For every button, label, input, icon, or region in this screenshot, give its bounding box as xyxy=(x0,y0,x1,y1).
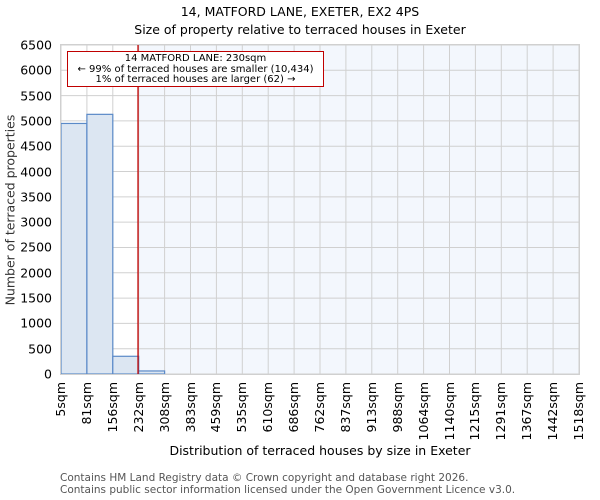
y-tick-label: 6500 xyxy=(20,37,52,53)
annotation-line-3: 1% of terraced houses are larger (62) → xyxy=(95,74,296,85)
y-tick-label: 1000 xyxy=(20,315,52,331)
x-tick-label: 1291sqm xyxy=(493,382,509,441)
x-tick-label: 1140sqm xyxy=(441,382,457,441)
x-tick-label: 1367sqm xyxy=(519,382,535,441)
y-tick-label: 2500 xyxy=(20,239,52,255)
y-tick-label: 5500 xyxy=(20,88,52,104)
x-tick-label: 1518sqm xyxy=(571,382,586,441)
x-tick-label: 837sqm xyxy=(337,382,353,433)
y-tick-label: 5000 xyxy=(20,113,52,129)
x-tick-label: 5sqm xyxy=(53,382,68,417)
footer-line-2: Contains public sector information licen… xyxy=(60,484,516,496)
chart-title: 14, MATFORD LANE, EXETER, EX2 4PS xyxy=(180,4,420,19)
property-annotation-box: 14 MATFORD LANE: 230sqm ← 99% of terrace… xyxy=(67,51,324,87)
x-tick-label: 1442sqm xyxy=(545,382,561,441)
histogram-bar xyxy=(112,355,140,374)
x-axis-label: Distribution of terraced houses by size … xyxy=(169,443,471,458)
x-tick-label: 686sqm xyxy=(286,382,302,433)
annotation-line-2: ← 99% of terraced houses are smaller (10… xyxy=(77,63,314,75)
y-tick-label: 3000 xyxy=(20,214,52,230)
histogram-bar xyxy=(86,113,114,374)
x-tick-label: 459sqm xyxy=(208,382,224,433)
x-tick-label: 156sqm xyxy=(104,382,120,433)
histogram-bar xyxy=(61,122,88,374)
x-tick-label: 383sqm xyxy=(182,382,198,433)
y-axis-label: Number of terraced properties xyxy=(2,114,18,306)
chart-subtitle: Size of property relative to terraced ho… xyxy=(134,22,466,37)
x-tick-label: 762sqm xyxy=(312,382,327,433)
x-tick-label: 308sqm xyxy=(156,382,172,433)
y-tick-label: 4000 xyxy=(20,164,52,180)
x-tick-label: 610sqm xyxy=(260,382,276,433)
y-tick-label: 6000 xyxy=(20,62,52,78)
y-tick-label: 2000 xyxy=(20,265,52,281)
histogram-bar xyxy=(138,370,166,374)
y-tick-label: 0 xyxy=(44,366,52,382)
x-tick-label: 913sqm xyxy=(363,382,379,433)
footer-line-1: Contains HM Land Registry data © Crown c… xyxy=(60,472,469,484)
y-tick-label: 4500 xyxy=(20,138,52,154)
x-tick-label: 1064sqm xyxy=(415,382,431,441)
y-tick-label: 3500 xyxy=(20,189,52,205)
plot-area xyxy=(60,44,580,375)
x-tick-label: 535sqm xyxy=(234,382,250,433)
annotation-line-1: 14 MATFORD LANE: 230sqm xyxy=(124,53,267,64)
x-tick-label: 988sqm xyxy=(389,382,405,433)
y-tick-label: 500 xyxy=(28,341,52,357)
x-tick-label: 81sqm xyxy=(78,382,94,425)
x-tick-label: 1215sqm xyxy=(467,382,483,441)
histogram xyxy=(61,45,579,374)
y-tick-label: 1500 xyxy=(20,290,52,306)
x-tick-label: 232sqm xyxy=(130,382,146,433)
